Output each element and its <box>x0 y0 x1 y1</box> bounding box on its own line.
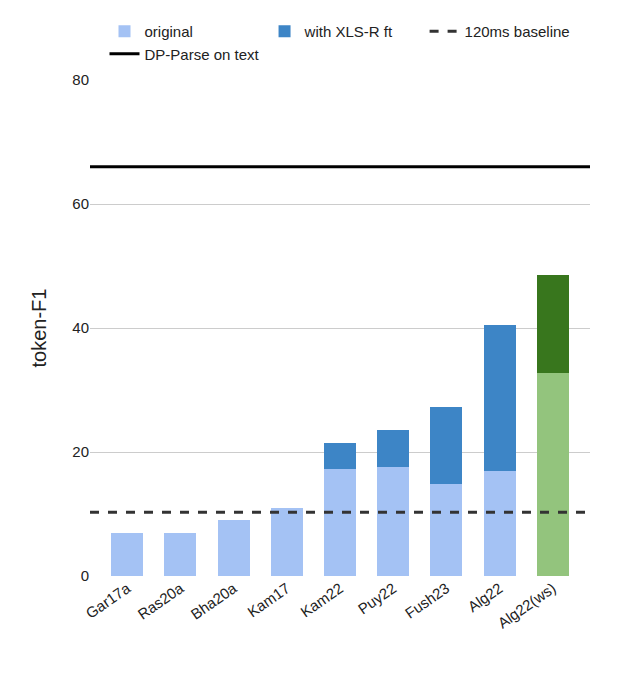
svg-text:Kam17: Kam17 <box>244 579 293 620</box>
svg-text:Fush23: Fush23 <box>402 579 453 622</box>
svg-text:Ras20a: Ras20a <box>134 579 187 623</box>
svg-text:Alg22: Alg22 <box>464 579 505 615</box>
svg-text:20: 20 <box>72 443 89 460</box>
svg-text:0: 0 <box>81 567 89 584</box>
svg-text:Puy22: Puy22 <box>355 579 400 617</box>
svg-text:Kam22: Kam22 <box>297 579 346 620</box>
svg-text:original: original <box>145 23 193 40</box>
svg-text:80: 80 <box>72 71 89 88</box>
svg-text:60: 60 <box>72 195 89 212</box>
svg-text:Alg22(ws): Alg22(ws) <box>494 579 558 631</box>
svg-text:DP-Parse on text: DP-Parse on text <box>145 46 260 63</box>
svg-text:token-F1: token-F1 <box>28 289 50 368</box>
svg-text:40: 40 <box>72 319 89 336</box>
svg-text:with XLS-R ft: with XLS-R ft <box>304 23 393 40</box>
svg-text:120ms baseline: 120ms baseline <box>465 23 570 40</box>
svg-text:Gar17a: Gar17a <box>83 579 134 622</box>
svg-text:Bha20a: Bha20a <box>188 579 241 623</box>
